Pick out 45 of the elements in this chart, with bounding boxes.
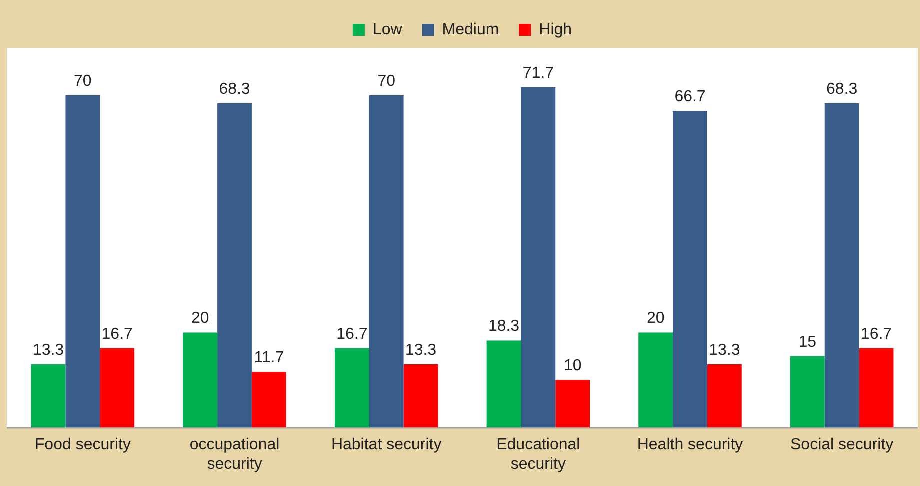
data-label: 70 bbox=[378, 72, 396, 90]
bar bbox=[859, 348, 894, 428]
bar bbox=[334, 348, 370, 428]
bar bbox=[218, 104, 252, 428]
data-label: 68.3 bbox=[826, 80, 858, 98]
x-tick-label: Educational security bbox=[496, 436, 580, 473]
legend-label: Low bbox=[372, 21, 403, 38]
data-label: 16.7 bbox=[860, 326, 892, 343]
data-label: 10 bbox=[564, 358, 582, 375]
bar bbox=[31, 364, 66, 428]
data-label: 16.7 bbox=[336, 326, 368, 343]
x-tick-label: Social security bbox=[790, 436, 894, 454]
legend-label: Medium bbox=[442, 21, 500, 38]
x-tick-label: occupational security bbox=[190, 436, 280, 473]
legend-label: High bbox=[539, 21, 572, 38]
bar bbox=[183, 332, 218, 428]
x-tick-label: Food security bbox=[34, 436, 131, 454]
data-label: 13.3 bbox=[405, 342, 437, 359]
bar bbox=[673, 111, 708, 428]
data-label: 15 bbox=[798, 334, 817, 351]
data-label: 70 bbox=[74, 72, 92, 90]
bar bbox=[252, 372, 286, 428]
data-label: 20 bbox=[191, 310, 210, 328]
data-label: 18.3 bbox=[488, 318, 520, 336]
data-label: 66.7 bbox=[674, 88, 706, 106]
bar bbox=[521, 87, 556, 428]
bar bbox=[100, 348, 135, 428]
bar bbox=[707, 364, 742, 428]
x-tick-label: Habitat security bbox=[331, 436, 442, 454]
data-label: 68.3 bbox=[219, 80, 250, 98]
bar bbox=[556, 380, 590, 428]
bar bbox=[369, 95, 404, 428]
x-tick-label: Health security bbox=[637, 436, 744, 454]
bar bbox=[404, 364, 438, 428]
bar bbox=[790, 356, 825, 428]
bar bbox=[638, 332, 674, 428]
bar bbox=[824, 104, 860, 428]
data-label: 71.7 bbox=[522, 64, 554, 82]
data-label: 13.3 bbox=[709, 342, 740, 359]
data-label: 16.7 bbox=[102, 326, 134, 343]
bar bbox=[66, 95, 100, 428]
data-label: 20 bbox=[646, 310, 665, 328]
data-label: 13.3 bbox=[32, 342, 64, 359]
data-label: 11.7 bbox=[254, 349, 284, 366]
bar bbox=[486, 340, 522, 428]
